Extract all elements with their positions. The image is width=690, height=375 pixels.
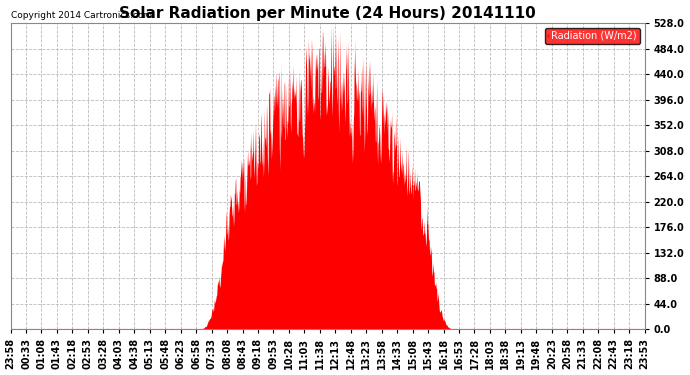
Text: Copyright 2014 Cartronics.com: Copyright 2014 Cartronics.com xyxy=(10,11,152,20)
Legend: Radiation (W/m2): Radiation (W/m2) xyxy=(545,28,640,44)
Title: Solar Radiation per Minute (24 Hours) 20141110: Solar Radiation per Minute (24 Hours) 20… xyxy=(119,6,536,21)
